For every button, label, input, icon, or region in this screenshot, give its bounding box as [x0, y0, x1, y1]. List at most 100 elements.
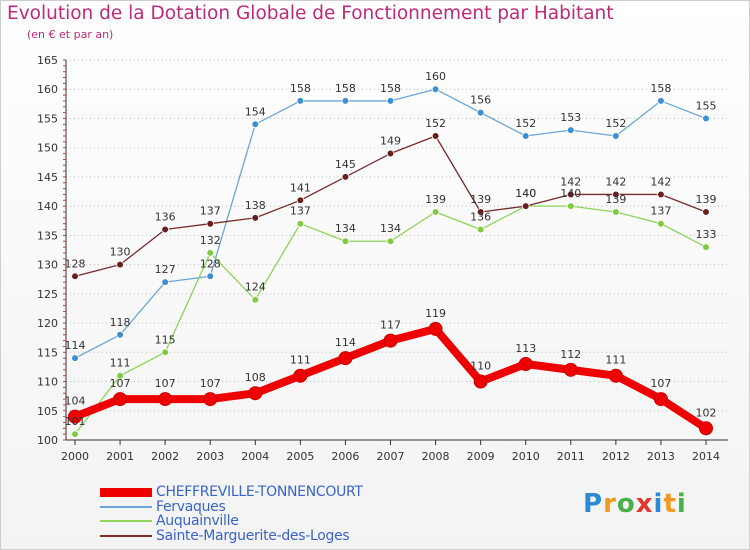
data-point — [386, 97, 395, 105]
data-label: 158 — [335, 82, 356, 95]
data-label: 137 — [650, 205, 671, 218]
data-point — [68, 409, 82, 424]
y-tick-label: 100 — [37, 434, 58, 447]
legend-item-cheffreville[interactable]: CHEFFREVILLE-TONNENCOURT — [100, 484, 363, 500]
data-point — [612, 208, 620, 216]
legend-label: Auquainville — [156, 513, 239, 529]
data-label: 111 — [605, 354, 626, 367]
data-label: 160 — [425, 70, 446, 83]
logo-letter: t — [663, 489, 677, 519]
data-label: 101 — [65, 415, 86, 428]
data-label: 139 — [696, 193, 717, 206]
data-point — [521, 132, 530, 140]
chart-subtitle: (en € et par an) — [27, 28, 114, 41]
data-label: 133 — [696, 228, 717, 241]
data-label: 107 — [110, 377, 131, 390]
y-tick-label: 130 — [37, 259, 58, 272]
y-tick-label: 135 — [37, 229, 58, 242]
data-label: 107 — [200, 377, 221, 390]
data-label: 155 — [696, 99, 717, 112]
x-tick-label: 2009 — [467, 450, 495, 463]
data-label: 137 — [200, 205, 221, 218]
data-point — [476, 108, 485, 117]
x-tick-label: 2002 — [151, 450, 179, 463]
data-point — [699, 421, 713, 436]
x-tick-label: 2013 — [647, 450, 675, 463]
data-label: 138 — [245, 199, 266, 212]
data-point — [71, 272, 79, 281]
data-label: 134 — [380, 222, 401, 235]
legend-item-sainte-marguerite[interactable]: Sainte-Marguerite-des-Loges — [100, 528, 350, 544]
data-point — [702, 114, 710, 123]
data-point — [428, 321, 443, 336]
data-point — [383, 333, 398, 348]
x-tick-label: 2014 — [692, 450, 720, 463]
data-point — [518, 357, 533, 371]
data-label: 152 — [425, 117, 446, 130]
x-tick-label: 2004 — [241, 450, 269, 463]
data-label: 104 — [65, 395, 86, 408]
legend-label: CHEFFREVILLE-TONNENCOURT — [156, 484, 363, 500]
data-point — [116, 371, 124, 380]
data-label: 119 — [425, 307, 446, 320]
data-point — [113, 392, 128, 407]
data-label: 158 — [650, 82, 671, 95]
y-tick-label: 105 — [37, 405, 58, 418]
data-point — [608, 368, 623, 383]
data-point — [702, 243, 710, 251]
data-point — [476, 208, 485, 216]
data-point — [206, 272, 215, 281]
data-point — [296, 196, 305, 205]
data-point — [251, 120, 260, 129]
data-point — [338, 351, 353, 366]
data-point — [566, 202, 575, 210]
data-point — [653, 392, 668, 407]
logo-letter: x — [635, 489, 654, 519]
data-label: 132 — [200, 234, 221, 247]
y-tick-label: 145 — [37, 171, 58, 184]
data-label: 102 — [696, 406, 717, 419]
data-label: 113 — [515, 342, 536, 355]
data-point — [203, 392, 218, 407]
data-label: 139 — [470, 193, 491, 206]
legend-swatch — [100, 506, 152, 508]
data-label: 128 — [200, 257, 221, 270]
x-tick-label: 2008 — [422, 450, 450, 463]
data-point — [612, 190, 620, 199]
y-tick-label: 110 — [37, 376, 58, 389]
data-point — [248, 386, 263, 401]
data-point — [657, 190, 665, 199]
data-label: 139 — [425, 193, 446, 206]
legend-item-fervaques[interactable]: Fervaques — [100, 499, 226, 515]
x-tick-label: 2006 — [331, 450, 359, 463]
data-point — [473, 374, 488, 389]
data-point — [702, 208, 710, 216]
data-point — [521, 202, 530, 210]
data-point — [566, 126, 575, 134]
data-label: 136 — [155, 211, 176, 224]
legend-item-auquainville[interactable]: Auquainville — [100, 513, 239, 529]
data-label: 108 — [245, 371, 266, 384]
data-point — [206, 249, 215, 257]
data-label: 111 — [110, 357, 131, 370]
y-tick-label: 115 — [37, 346, 58, 359]
logo-letter: r — [603, 489, 617, 519]
x-tick-label: 2005 — [286, 450, 314, 463]
data-point — [71, 354, 79, 362]
proxiti-logo: Proxiti — [583, 489, 687, 519]
data-label: 127 — [155, 263, 176, 276]
logo-letter: P — [583, 489, 604, 519]
data-label: 158 — [290, 82, 311, 95]
data-label: 107 — [155, 377, 176, 390]
x-tick-label: 2011 — [557, 450, 585, 463]
data-label: 134 — [335, 222, 356, 235]
data-label: 149 — [380, 135, 401, 148]
data-point — [563, 362, 578, 377]
x-tick-label: 2000 — [61, 450, 89, 463]
y-tick-label: 160 — [37, 83, 58, 96]
data-label: 130 — [110, 246, 131, 259]
data-point — [293, 368, 308, 383]
y-tick-label: 155 — [37, 112, 58, 125]
